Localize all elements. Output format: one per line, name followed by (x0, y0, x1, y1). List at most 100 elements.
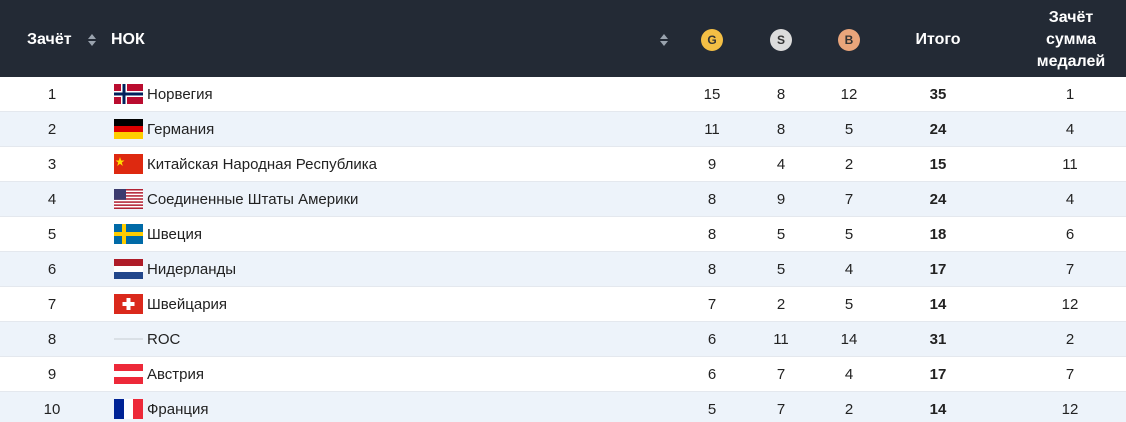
country-name[interactable]: Китайская Народная Республика (147, 156, 378, 173)
country-name[interactable]: Швеция (147, 226, 202, 243)
country-name[interactable]: Германия (147, 121, 215, 138)
gold-header[interactable]: G (701, 29, 723, 51)
country-name[interactable]: Австрия (147, 366, 205, 383)
medal-rank: 12 (1061, 296, 1079, 313)
total: 14 (929, 401, 947, 418)
silver: 7 (776, 401, 786, 418)
silver: 8 (776, 121, 786, 138)
bronze: 2 (844, 156, 854, 173)
bronze: 14 (840, 331, 858, 348)
total: 17 (929, 261, 947, 278)
silver: 4 (776, 156, 786, 173)
silver: 11 (773, 331, 789, 348)
total: 24 (929, 191, 947, 208)
bronze: 5 (844, 296, 854, 313)
silver: 5 (776, 261, 786, 278)
country-name[interactable]: Соединенные Штаты Америки (147, 191, 359, 208)
country-name[interactable]: Нидерланды (147, 261, 237, 278)
bronze: 7 (844, 191, 854, 208)
country-name[interactable]: Швейцария (147, 296, 228, 313)
rank: 10 (43, 401, 61, 418)
header-noc[interactable]: НОК (111, 31, 145, 48)
medal-rank: 7 (1065, 366, 1075, 383)
table-row: 9 Австрия 6 7 4 17 7 (0, 357, 1126, 392)
table-row: 1 Норвегия 15 8 12 35 1 (0, 77, 1126, 112)
table-header: Зачёт НОК G S B Итого Зачёт сумма медале… (0, 0, 1126, 77)
table-row: 6 Нидерланды 8 5 4 17 7 (0, 252, 1126, 287)
gold: 11 (704, 121, 720, 138)
bronze: 4 (844, 366, 854, 383)
total: 35 (929, 86, 947, 103)
silver: 2 (776, 296, 786, 313)
total: 24 (929, 121, 947, 138)
country-name[interactable]: Норвегия (147, 86, 213, 103)
flag (114, 259, 143, 279)
flag (114, 224, 143, 244)
silver: 5 (776, 226, 786, 243)
gold: 9 (707, 156, 717, 173)
medal-rank: 4 (1065, 121, 1075, 138)
rank: 9 (47, 366, 57, 383)
total: 14 (929, 296, 947, 313)
medal-rank: 6 (1065, 226, 1075, 243)
header-total[interactable]: Итого (915, 31, 961, 48)
silver: 8 (776, 86, 786, 103)
flag (114, 399, 143, 419)
total: 18 (929, 226, 947, 243)
medal-rank: 2 (1065, 331, 1075, 348)
header-medal-rank[interactable]: Зачёт сумма медалей (1036, 9, 1106, 70)
gold: 8 (707, 226, 717, 243)
total: 15 (929, 156, 947, 173)
bronze: 5 (844, 226, 854, 243)
country-name[interactable]: Франция (147, 401, 209, 418)
bronze-header[interactable]: B (838, 29, 860, 51)
flag (114, 189, 143, 209)
medal-rank: 12 (1061, 401, 1079, 418)
rank: 7 (47, 296, 57, 313)
flag (114, 294, 143, 314)
header-rank[interactable]: Зачёт (27, 31, 72, 48)
medal-rank: 7 (1065, 261, 1075, 278)
sort-icon[interactable] (87, 33, 97, 47)
table-row: 4 Соединенные Штаты Америки 8 9 7 24 4 (0, 182, 1126, 217)
country-name[interactable]: ROC (147, 331, 181, 348)
total: 17 (929, 366, 947, 383)
bronze: 4 (844, 261, 854, 278)
gold: 6 (707, 366, 717, 383)
rank: 3 (47, 156, 57, 173)
bronze: 5 (844, 121, 854, 138)
flag (114, 338, 143, 340)
rank: 4 (47, 191, 57, 208)
silver: 7 (776, 366, 786, 383)
rank: 5 (47, 226, 57, 243)
medal-rank: 1 (1065, 86, 1075, 103)
table-row: 10 Франция 5 7 2 14 12 (0, 392, 1126, 422)
table-row: 5 Швеция 8 5 5 18 6 (0, 217, 1126, 252)
medal-rank: 11 (1062, 156, 1078, 173)
rank: 1 (47, 86, 57, 103)
total: 31 (929, 331, 947, 348)
gold: 8 (707, 191, 717, 208)
gold: 6 (707, 331, 717, 348)
sort-icon[interactable] (659, 33, 669, 47)
bronze: 2 (844, 401, 854, 418)
gold: 8 (707, 261, 717, 278)
flag (114, 84, 143, 104)
table-row: 2 Германия 11 8 5 24 4 (0, 112, 1126, 147)
flag (114, 364, 143, 384)
rank: 8 (47, 331, 57, 348)
gold: 5 (707, 401, 717, 418)
table-row: 7 Швейцария 7 2 5 14 12 (0, 287, 1126, 322)
table-row: 3 Китайская Народная Республика 9 4 2 15 11 (0, 147, 1126, 182)
silver: 9 (776, 191, 786, 208)
rank: 6 (47, 261, 57, 278)
rank: 2 (47, 121, 57, 138)
gold: 15 (703, 86, 721, 103)
bronze: 12 (840, 86, 858, 103)
silver-header[interactable]: S (770, 29, 792, 51)
flag (114, 119, 143, 139)
medal-rank: 4 (1065, 191, 1075, 208)
table-row: 8 ROC 6 11 14 31 2 (0, 322, 1126, 357)
flag (114, 154, 143, 174)
